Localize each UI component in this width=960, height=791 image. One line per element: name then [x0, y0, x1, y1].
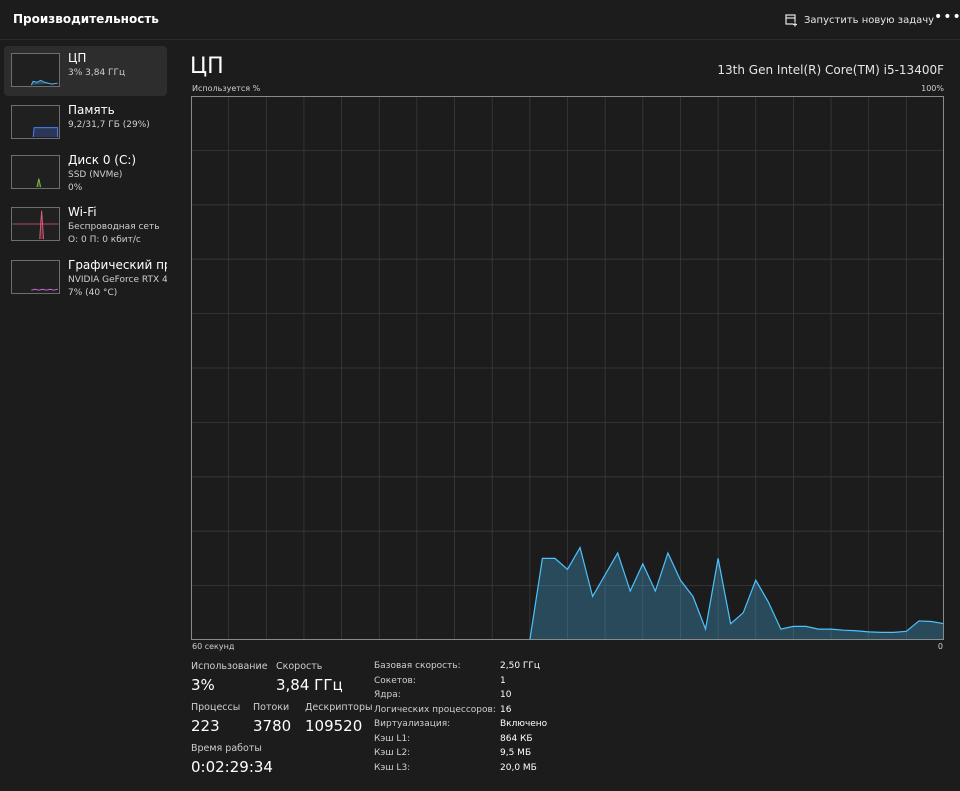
sidebar-item-detail: NVIDIA GeForce RTX 406	[68, 275, 167, 285]
speed-value: 3,84 ГГц	[276, 676, 343, 694]
speed-label: Скорость	[276, 661, 323, 672]
gpu-thumbnail-graph	[11, 260, 60, 294]
handles-value: 109520	[305, 717, 363, 735]
graph-y-max-label: 100%	[921, 84, 944, 93]
sidebar-item-title: ЦП	[68, 51, 87, 65]
sidebar-item-title: Диск 0 (C:)	[68, 153, 137, 167]
spec-key: Сокетов:	[374, 676, 416, 686]
sidebar-item-detail-2: О: 0 П: 0 кбит/с	[68, 235, 141, 245]
spec-value: 1	[500, 676, 506, 686]
sidebar-item-disk[interactable]: Диск 0 (C:) SSD (NVMe) 0%	[4, 148, 167, 198]
graph-x-start-label: 60 секунд	[192, 642, 235, 651]
cpu-usage-area	[529, 547, 944, 640]
spec-value: 864 КБ	[500, 734, 533, 744]
sidebar: ЦП 3% 3,84 ГГц Память 9,2/31,7 ГБ (29%) …	[0, 40, 172, 791]
sidebar-item-detail: Беспроводная сеть	[68, 222, 160, 232]
spec-key: Кэш L3:	[374, 763, 411, 773]
sidebar-item-detail-2: 7% (40 °C)	[68, 288, 118, 298]
sidebar-item-detail: 3% 3,84 ГГц	[68, 68, 126, 78]
sidebar-item-wifi[interactable]: Wi-Fi Беспроводная сеть О: 0 П: 0 кбит/с	[4, 200, 167, 250]
run-new-task-label: Запустить новую задачу	[804, 14, 935, 26]
sidebar-item-detail: 9,2/31,7 ГБ (29%)	[68, 120, 150, 130]
cpu-usage-graph	[191, 96, 944, 640]
sidebar-item-title: Память	[68, 103, 115, 117]
spec-key: Виртуализация:	[374, 719, 451, 729]
cpu-heading: ЦП	[190, 54, 224, 79]
page-title: Производительность	[13, 12, 159, 26]
more-options-button[interactable]: •••	[934, 9, 960, 25]
sidebar-item-title: Графический про	[68, 258, 167, 272]
spec-value: 10	[500, 690, 512, 700]
memory-thumbnail-graph	[11, 105, 60, 139]
graph-x-end-label: 0	[937, 642, 943, 651]
sidebar-item-detail-2: 0%	[68, 183, 83, 193]
spec-value: Включено	[500, 719, 548, 729]
run-new-task-button[interactable]: Запустить новую задачу	[785, 11, 934, 29]
spec-value: 9,5 МБ	[500, 748, 532, 758]
spec-value: 20,0 МБ	[500, 763, 537, 773]
sidebar-item-memory[interactable]: Память 9,2/31,7 ГБ (29%)	[4, 98, 167, 148]
sidebar-item-title: Wi-Fi	[68, 205, 97, 219]
usage-value: 3%	[191, 676, 215, 694]
processes-value: 223	[191, 717, 220, 735]
spec-key: Ядра:	[374, 690, 401, 700]
graph-border	[191, 96, 944, 640]
uptime-value: 0:02:29:34	[191, 758, 273, 776]
spec-key: Кэш L1:	[374, 734, 411, 744]
handles-label: Дескрипторы	[305, 702, 373, 713]
threads-label: Потоки	[253, 702, 290, 713]
processes-label: Процессы	[191, 702, 241, 713]
cpu-model-name: 13th Gen Intel(R) Core(TM) i5-13400F	[717, 63, 944, 77]
sidebar-item-gpu[interactable]: Графический про NVIDIA GeForce RTX 406 7…	[4, 253, 167, 303]
sidebar-item-cpu[interactable]: ЦП 3% 3,84 ГГц	[4, 46, 167, 96]
uptime-label: Время работы	[191, 743, 262, 754]
spec-value: 2,50 ГГц	[500, 661, 541, 671]
spec-key: Логических процессоров:	[374, 705, 496, 715]
spec-key: Базовая скорость:	[374, 661, 461, 671]
disk-thumbnail-graph	[11, 155, 60, 189]
threads-value: 3780	[253, 717, 292, 735]
spec-value: 16	[500, 705, 512, 715]
cpu-thumbnail-graph	[11, 53, 60, 87]
cpu-usage-line	[529, 545, 944, 640]
new-task-icon	[785, 13, 797, 27]
title-bar: Производительность Запустить новую задач…	[0, 0, 960, 40]
graph-y-label: Используется %	[192, 84, 261, 93]
spec-key: Кэш L2:	[374, 748, 411, 758]
sidebar-item-detail: SSD (NVMe)	[68, 170, 123, 180]
wifi-thumbnail-graph	[11, 207, 60, 241]
usage-label: Использование	[191, 661, 268, 672]
